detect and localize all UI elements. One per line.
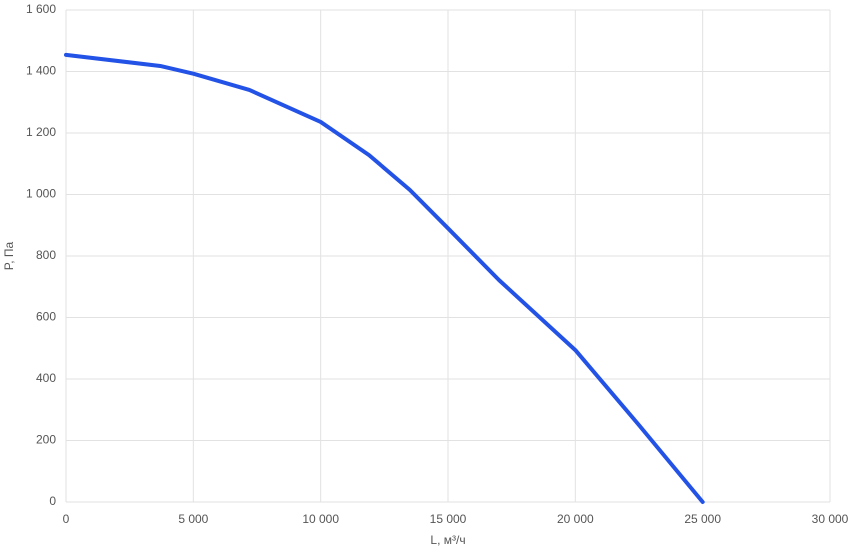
y-axis-label: P, Па: [2, 241, 16, 270]
y-tick-label: 1 200: [26, 125, 56, 139]
y-tick-label: 1 600: [26, 2, 56, 16]
y-tick-label: 1 400: [26, 64, 56, 78]
y-tick-label: 800: [36, 248, 56, 262]
y-tick-label: 1 000: [26, 187, 56, 201]
y-tick-label: 400: [36, 371, 56, 385]
y-tick-label: 600: [36, 310, 56, 324]
x-tick-label: 0: [63, 512, 70, 526]
x-tick-label: 25 000: [684, 512, 721, 526]
x-tick-label: 20 000: [557, 512, 594, 526]
y-tick-label: 0: [49, 494, 56, 508]
curve: [64, 52, 705, 504]
x-tick-label: 30 000: [812, 512, 849, 526]
x-tick-label: 5 000: [178, 512, 208, 526]
x-tick-label: 15 000: [430, 512, 467, 526]
x-axis-label: L, м³/ч: [430, 533, 465, 547]
y-tick-label: 200: [36, 433, 56, 447]
x-tick-label: 10 000: [302, 512, 339, 526]
